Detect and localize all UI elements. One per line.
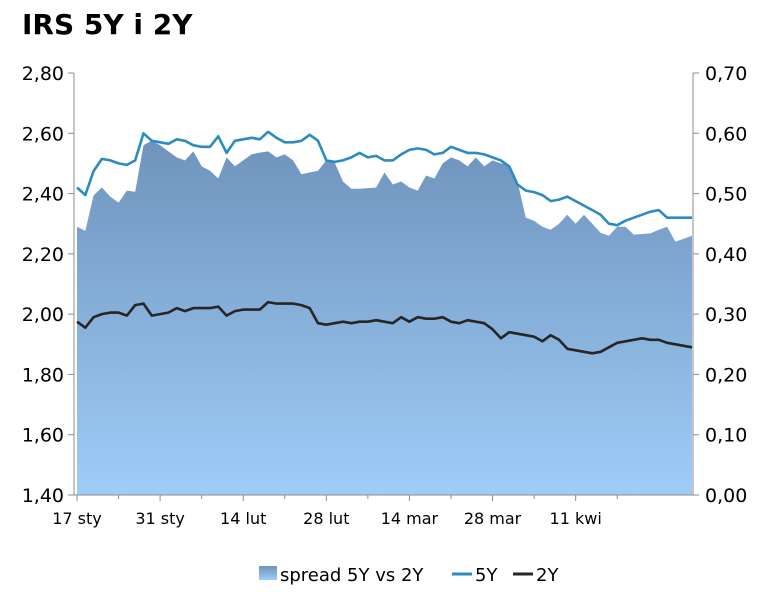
x-tick-label: 14 mar	[381, 509, 439, 528]
y-right-tick-label: 0,60	[705, 123, 747, 145]
y-left-tick-label: 2,80	[22, 63, 64, 85]
y-right-tick-label: 0,10	[705, 425, 747, 447]
y-right-tick-label: 0,20	[705, 364, 747, 386]
x-tick-label: 17 sty	[52, 509, 102, 528]
legend-spread-label: spread 5Y vs 2Y	[280, 565, 424, 586]
y-right-tick-label: 0,00	[705, 485, 747, 507]
y-left-tick-label: 2,60	[22, 123, 64, 145]
x-tick-label: 28 lut	[303, 509, 349, 528]
legend-2y-label: 2Y	[536, 565, 559, 586]
y-left-tick-label: 1,40	[22, 485, 64, 507]
series-2y-line	[76, 300, 693, 355]
series-5y-line	[76, 130, 692, 227]
spread-area	[77, 140, 692, 495]
chart-title: IRS 5Y i 2Y	[22, 8, 193, 41]
x-tick-label: 11 kwi	[550, 509, 602, 528]
y-left-tick-label: 1,60	[22, 425, 64, 447]
y-right-tick-label: 0,70	[705, 63, 747, 85]
y-left-tick-label: 1,80	[22, 364, 64, 386]
x-tick-label: 31 sty	[135, 509, 185, 528]
y-left-tick-label: 2,00	[22, 304, 64, 326]
y-right-tick-label: 0,50	[705, 184, 747, 206]
x-tick-label: 14 lut	[220, 509, 266, 528]
y-left-tick-label: 2,40	[22, 184, 64, 206]
legend-spread-swatch	[259, 566, 277, 580]
y-left-tick-label: 2,20	[22, 244, 64, 266]
x-tick-label: 28 mar	[464, 509, 522, 528]
y-right-tick-label: 0,40	[705, 244, 747, 266]
y-right-tick-label: 0,30	[705, 304, 747, 326]
legend-5y-label: 5Y	[475, 565, 498, 586]
